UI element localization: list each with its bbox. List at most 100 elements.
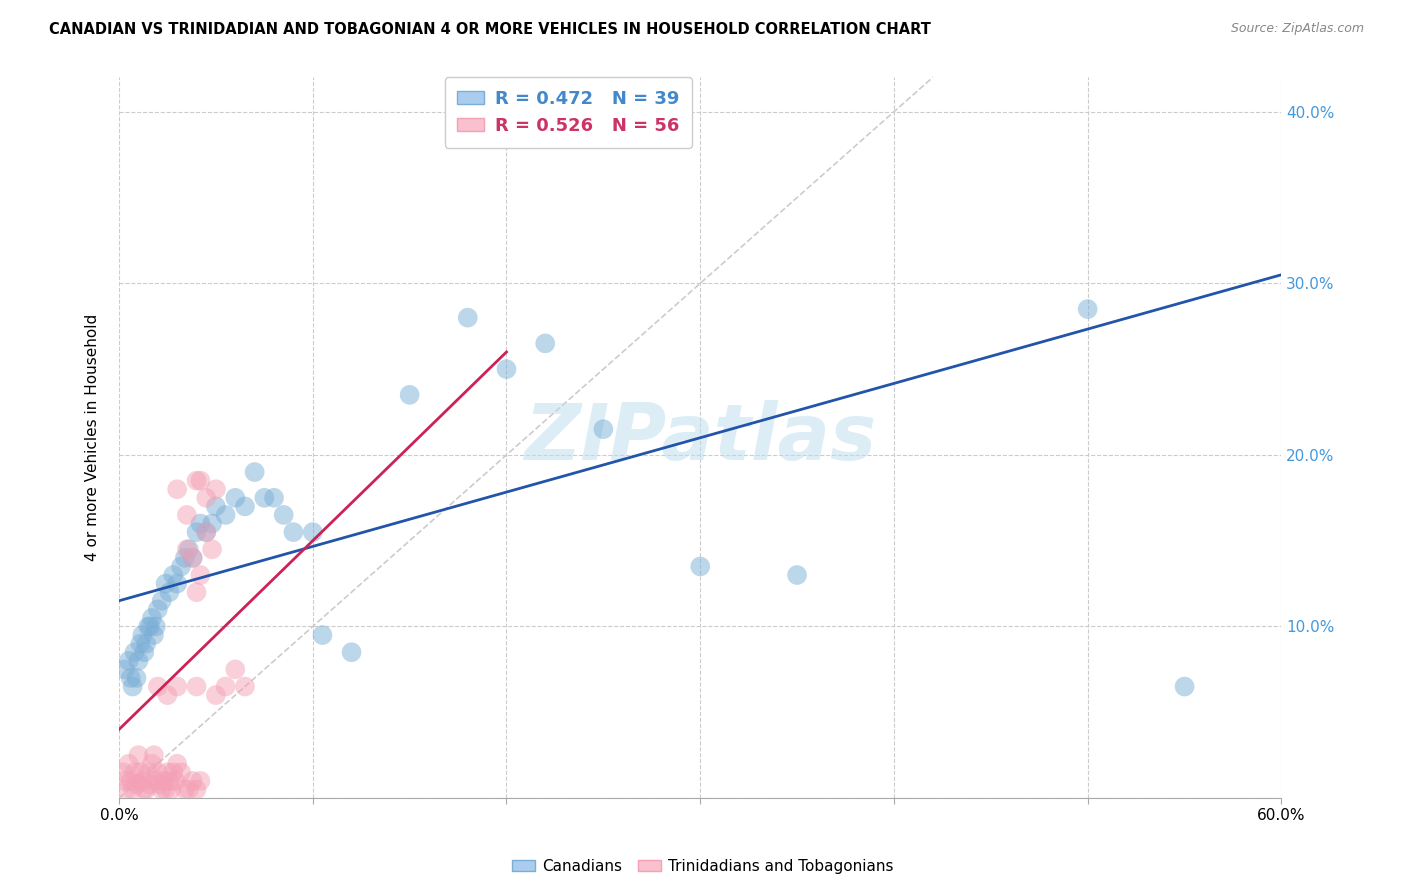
Point xyxy=(592,422,614,436)
Point xyxy=(120,671,142,685)
Point xyxy=(124,765,146,780)
Point xyxy=(146,765,169,780)
Point xyxy=(311,628,333,642)
Point xyxy=(495,362,517,376)
Point xyxy=(186,474,208,488)
Point xyxy=(142,628,165,642)
Point xyxy=(129,765,152,780)
Point xyxy=(195,525,218,540)
Point xyxy=(162,765,184,780)
Point xyxy=(224,662,246,676)
Point xyxy=(156,765,179,780)
Point xyxy=(534,336,557,351)
Point xyxy=(155,576,177,591)
Point xyxy=(152,773,174,788)
Point xyxy=(160,782,183,797)
Point xyxy=(111,765,134,780)
Point xyxy=(181,550,204,565)
Point xyxy=(135,637,157,651)
Point xyxy=(157,585,180,599)
Point xyxy=(142,748,165,763)
Point xyxy=(263,491,285,505)
Point xyxy=(114,773,136,788)
Point xyxy=(176,542,198,557)
Point xyxy=(176,508,198,522)
Point xyxy=(190,773,212,788)
Point xyxy=(398,388,420,402)
Point xyxy=(786,568,808,582)
Point xyxy=(146,602,169,616)
Point xyxy=(283,525,305,540)
Point xyxy=(136,765,159,780)
Point xyxy=(155,782,177,797)
Point xyxy=(131,628,153,642)
Point xyxy=(118,654,141,668)
Point xyxy=(149,777,172,791)
Point xyxy=(186,782,208,797)
Point xyxy=(156,688,179,702)
Point xyxy=(233,500,256,514)
Point xyxy=(131,773,153,788)
Point xyxy=(127,748,149,763)
Point xyxy=(135,782,157,797)
Point xyxy=(120,773,142,788)
Point xyxy=(243,465,266,479)
Point xyxy=(150,782,173,797)
Point xyxy=(195,491,218,505)
Point xyxy=(273,508,295,522)
Point xyxy=(166,680,188,694)
Point xyxy=(689,559,711,574)
Point xyxy=(121,782,143,797)
Point xyxy=(134,645,156,659)
Point xyxy=(186,585,208,599)
Point xyxy=(181,773,204,788)
Point xyxy=(166,756,188,771)
Point xyxy=(166,576,188,591)
Legend: Canadians, Trinidadians and Tobagonians: Canadians, Trinidadians and Tobagonians xyxy=(506,853,900,880)
Point xyxy=(340,645,363,659)
Point xyxy=(145,619,167,633)
Point xyxy=(146,680,169,694)
Point xyxy=(150,593,173,607)
Point xyxy=(190,516,212,531)
Point xyxy=(124,645,146,659)
Point xyxy=(177,782,200,797)
Point xyxy=(224,491,246,505)
Point xyxy=(139,619,162,633)
Point xyxy=(205,688,228,702)
Point xyxy=(457,310,479,325)
Point xyxy=(253,491,276,505)
Point xyxy=(121,680,143,694)
Point xyxy=(157,773,180,788)
Point xyxy=(170,765,193,780)
Point xyxy=(136,619,159,633)
Point xyxy=(114,662,136,676)
Point xyxy=(186,525,208,540)
Point xyxy=(139,777,162,791)
Point xyxy=(115,782,138,797)
Y-axis label: 4 or more Vehicles in Household: 4 or more Vehicles in Household xyxy=(86,314,100,561)
Point xyxy=(201,516,224,531)
Point xyxy=(190,568,212,582)
Point xyxy=(174,782,197,797)
Point xyxy=(165,773,187,788)
Point xyxy=(125,671,148,685)
Point xyxy=(118,756,141,771)
Point xyxy=(301,525,323,540)
Point xyxy=(1173,680,1195,694)
Point xyxy=(162,568,184,582)
Point xyxy=(174,550,197,565)
Point xyxy=(205,482,228,496)
Point xyxy=(125,777,148,791)
Point xyxy=(177,542,200,557)
Point xyxy=(141,756,163,771)
Legend: R = 0.472   N = 39, R = 0.526   N = 56: R = 0.472 N = 39, R = 0.526 N = 56 xyxy=(444,78,692,148)
Point xyxy=(170,559,193,574)
Text: CANADIAN VS TRINIDADIAN AND TOBAGONIAN 4 OR MORE VEHICLES IN HOUSEHOLD CORRELATI: CANADIAN VS TRINIDADIAN AND TOBAGONIAN 4… xyxy=(49,22,931,37)
Point xyxy=(141,611,163,625)
Text: Source: ZipAtlas.com: Source: ZipAtlas.com xyxy=(1230,22,1364,36)
Point xyxy=(134,782,156,797)
Point xyxy=(214,508,236,522)
Point xyxy=(186,680,208,694)
Point xyxy=(129,637,152,651)
